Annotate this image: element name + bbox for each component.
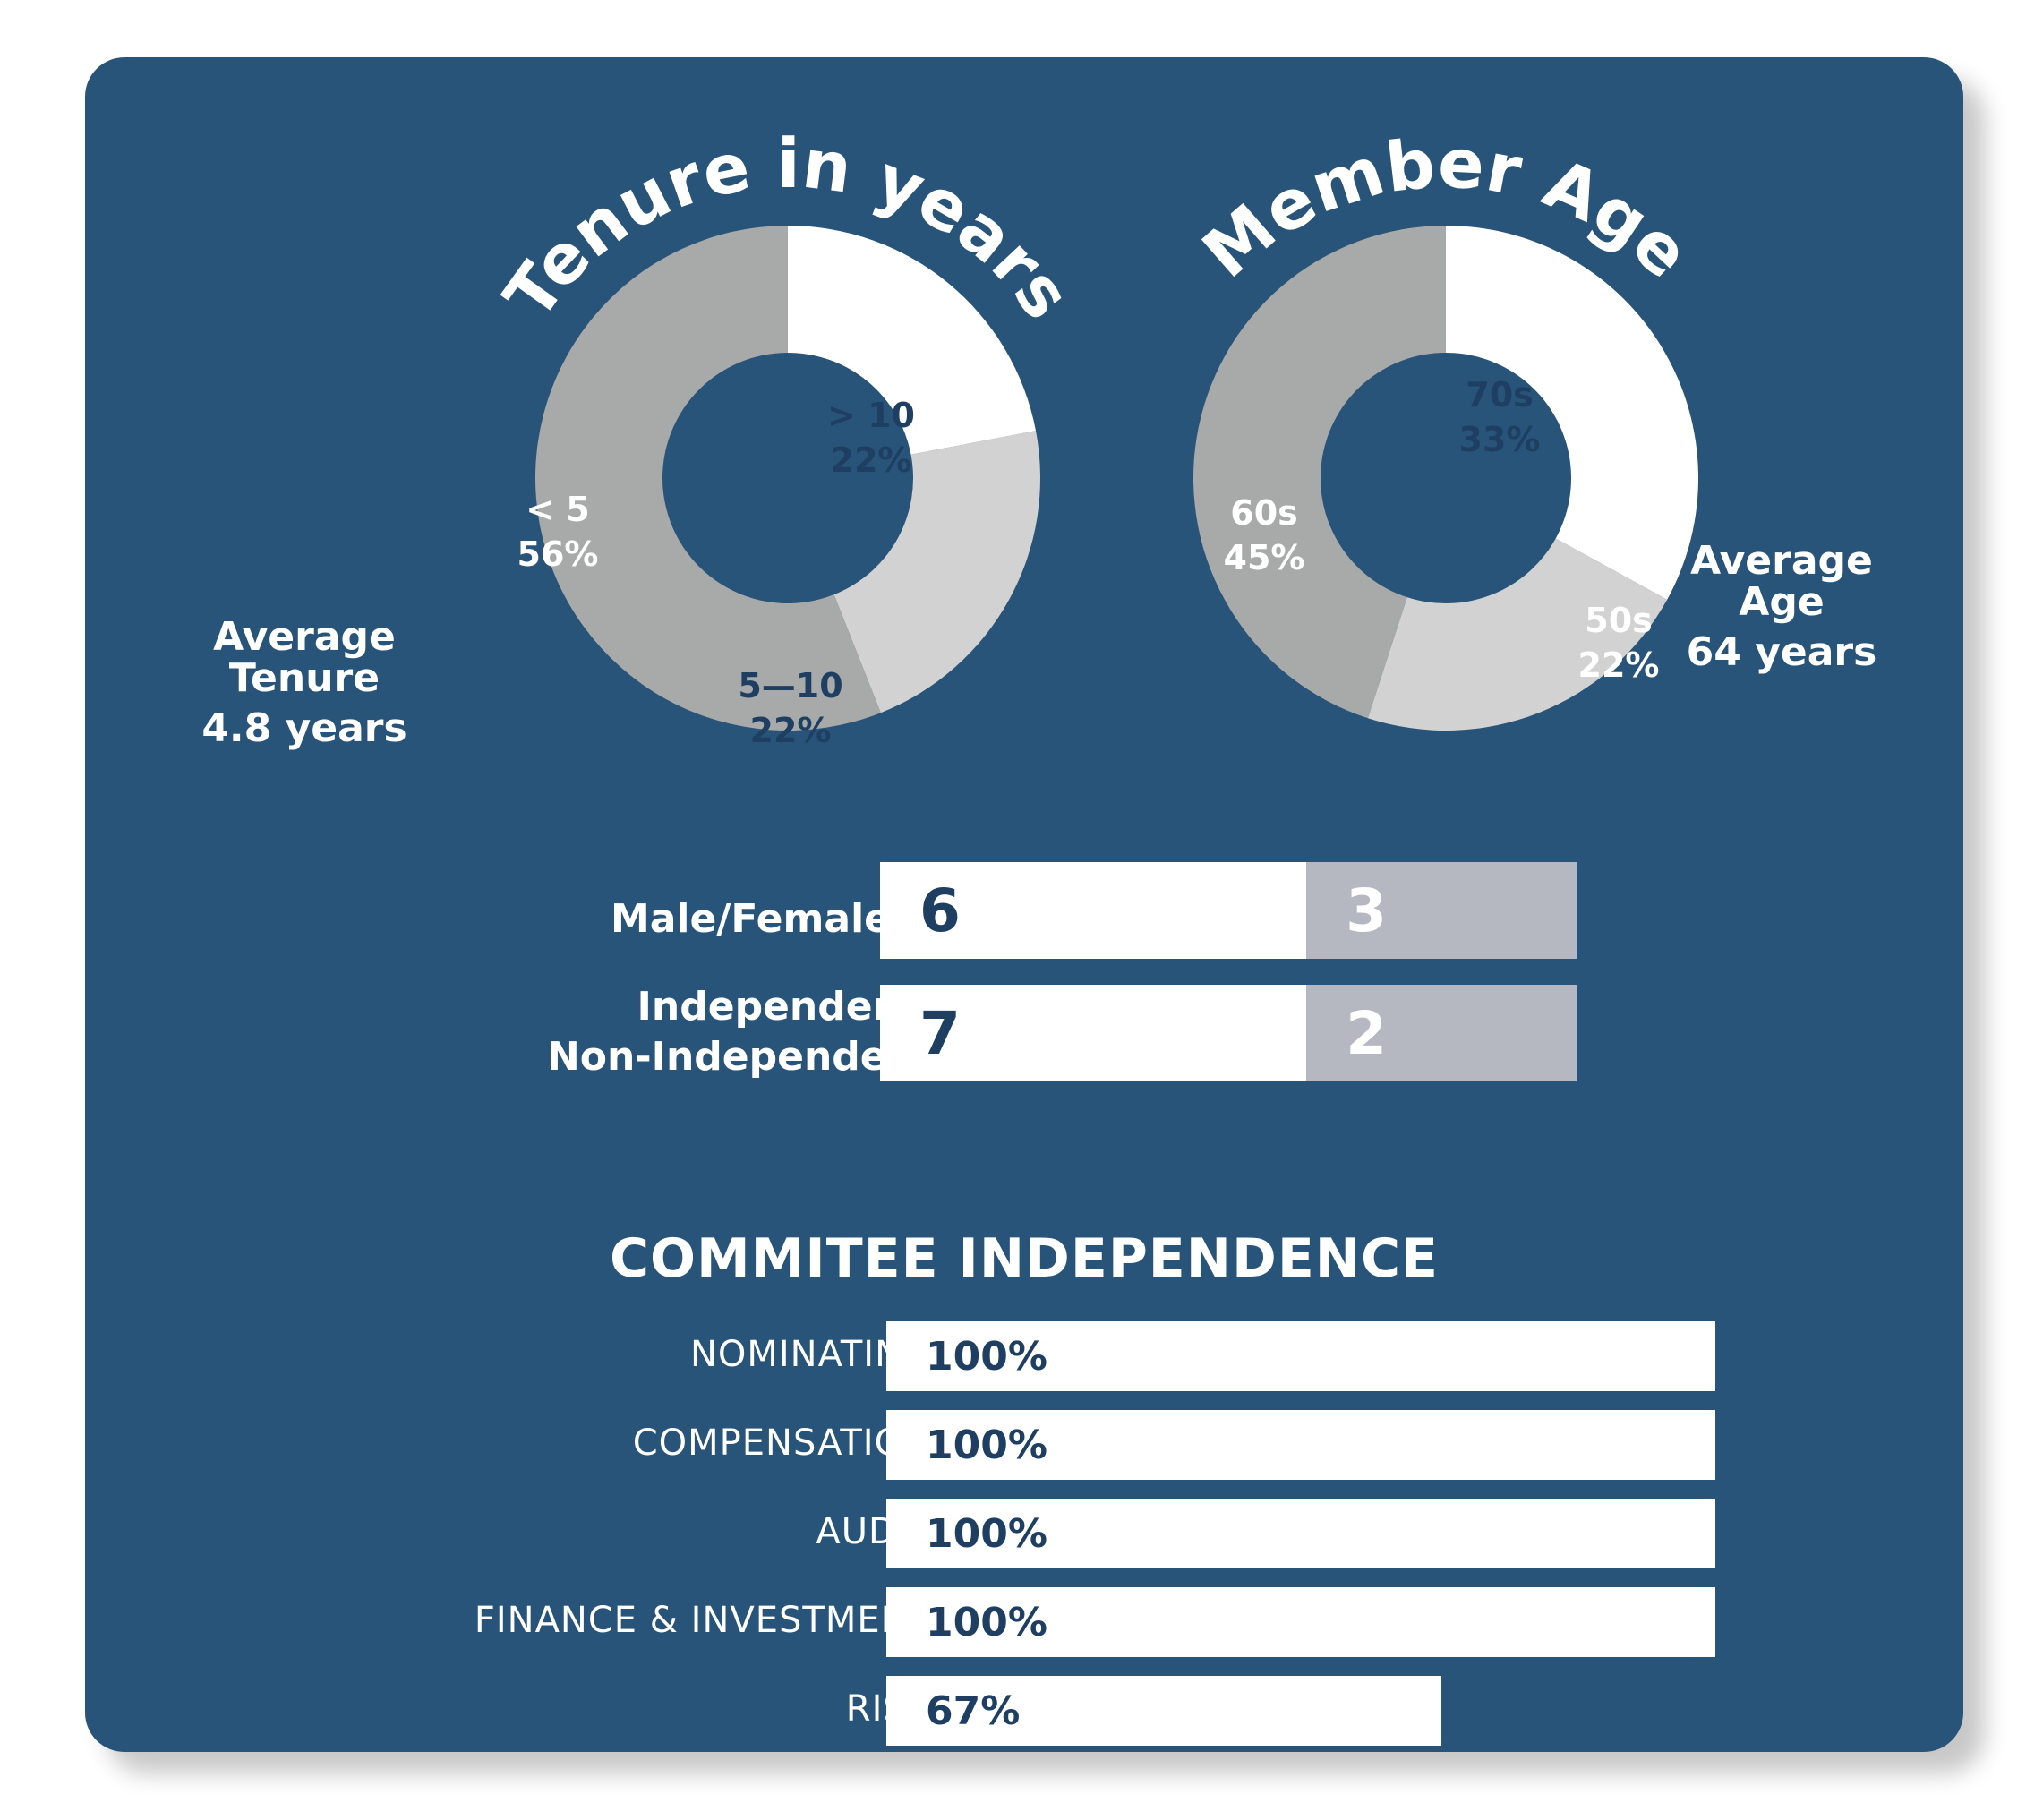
- age-slice-0-label: 70s: [1466, 375, 1534, 414]
- male-segment: 6: [880, 862, 1307, 959]
- tenure-slice-1-label: 5—10: [738, 666, 842, 705]
- age-slice-2-label: 60s: [1230, 493, 1298, 533]
- age-slice-1: [1367, 538, 1668, 731]
- age-slice-2-value: 45%: [1224, 538, 1305, 577]
- age-slice-0: [1446, 226, 1698, 600]
- age-slice-1-value: 22%: [1578, 645, 1660, 685]
- age-slice-2: [1193, 226, 1446, 719]
- committee-value-1: 100%: [926, 1422, 1047, 1468]
- tenure-slice-0: [788, 226, 1037, 455]
- tenure-slice-2-label: < 5: [526, 490, 590, 529]
- age-slice-0-value: 33%: [1459, 420, 1541, 459]
- non-independent-segment: 2: [1306, 985, 1577, 1081]
- committee-bar-0: 100%: [886, 1321, 1715, 1391]
- committee-label-3: FINANCE & INVESTMENT: [474, 1600, 931, 1641]
- tenure-slice-2: [534, 226, 881, 731]
- committee-value-2: 100%: [926, 1510, 1047, 1557]
- female-count: 3: [1346, 876, 1388, 945]
- committee-bar-2: 100%: [886, 1499, 1715, 1568]
- committee-label-0: NOMINATING: [689, 1334, 931, 1375]
- independent-segment: 7: [880, 985, 1307, 1081]
- tenure-slice-1-value: 22%: [750, 711, 832, 750]
- tenure-slice-2-value: 56%: [517, 534, 599, 574]
- independent-label: Independent/ Non-Independent: [389, 982, 934, 1082]
- committee-bar-4: 67%: [886, 1676, 1442, 1746]
- average-tenure-label: Average Tenure: [213, 614, 396, 701]
- committee-label-1: COMPENSATION: [632, 1423, 931, 1464]
- committee-independence-title: COMMITEE INDEPENDENCE: [609, 1227, 1440, 1290]
- independent-bar: 7 2: [880, 985, 1577, 1081]
- independent-label-text: Independent/ Non-Independent: [546, 984, 934, 1080]
- committee-bar-1: 100%: [886, 1410, 1715, 1480]
- committee-bar-3: 100%: [886, 1587, 1715, 1657]
- male-female-label: Male/Female: [610, 896, 891, 942]
- committee-value-4: 67%: [926, 1688, 1021, 1734]
- average-tenure: Average Tenure 4.8 years: [170, 617, 439, 749]
- average-age-label: Average Age: [1690, 538, 1873, 625]
- average-age-value: 64 years: [1686, 629, 1877, 675]
- tenure-slice-0-label: > 10: [827, 396, 915, 435]
- non-independent-count: 2: [1346, 998, 1388, 1068]
- committee-value-3: 100%: [926, 1599, 1047, 1645]
- male-count: 6: [919, 876, 961, 945]
- committee-value-0: 100%: [926, 1333, 1047, 1380]
- infographic-panel: > 10 22% 5—10 22% < 5 56% Tenure in years 70s…: [85, 57, 1963, 1752]
- female-segment: 3: [1306, 862, 1577, 959]
- tenure-slice-0-value: 22%: [831, 440, 912, 480]
- male-female-bar: 6 3: [880, 862, 1577, 959]
- independent-count: 7: [919, 998, 961, 1068]
- average-age: Average Age 64 years: [1656, 541, 1907, 673]
- average-tenure-value: 4.8 years: [201, 705, 407, 751]
- committee-label-2: AUDIT: [816, 1511, 931, 1552]
- tenure-slice-1: [833, 431, 1040, 713]
- committee-label-4: RISK: [251, 1688, 931, 1730]
- age-slice-1-label: 50s: [1585, 601, 1653, 640]
